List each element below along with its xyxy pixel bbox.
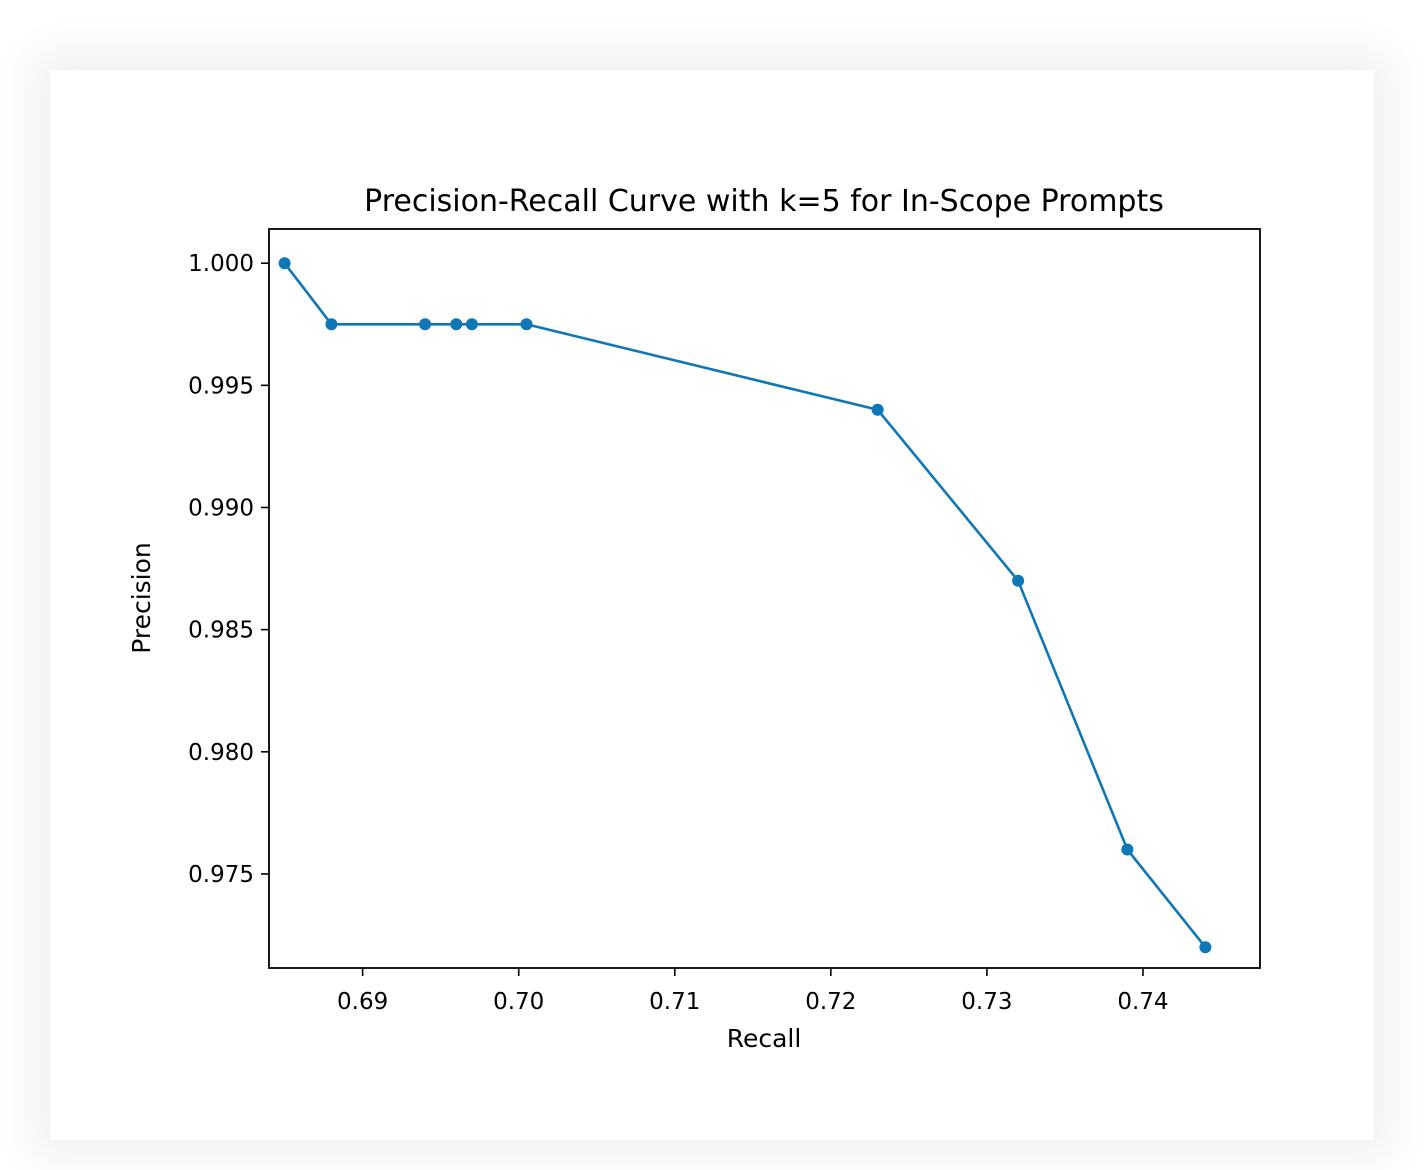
data-point-marker [1012,574,1025,587]
data-point-marker [419,318,432,331]
x-tick-label: 0.72 [805,989,856,1015]
x-tick-label: 0.74 [1117,989,1168,1015]
precision-recall-chart: Precision-Recall Curve with k=5 for In-S… [127,184,1261,1053]
figure-card: Precision-Recall Curve with k=5 for In-S… [50,70,1374,1140]
series-line [283,262,1207,949]
x-axis-label: Recall [727,1024,802,1053]
data-point-marker [450,318,463,331]
y-tick-label: 1.000 [188,251,254,277]
y-axis-ticks: 0.975 0.980 0.985 0.990 0.995 1.000 [188,251,269,888]
data-point-marker [1121,843,1134,856]
y-tick-label: 0.980 [188,740,254,766]
data-point-marker [1199,941,1212,954]
chart-title: Precision-Recall Curve with k=5 for In-S… [364,184,1164,219]
data-point-marker [465,318,478,331]
y-tick-label: 0.995 [188,373,254,399]
data-point-marker [325,318,338,331]
x-tick-label: 0.69 [337,989,388,1015]
y-tick-label: 0.985 [188,618,254,644]
x-tick-label: 0.70 [493,989,544,1015]
y-tick-label: 0.975 [188,862,254,888]
data-point-marker [520,318,533,331]
data-point-marker [278,257,291,270]
series-layer [278,257,1212,954]
x-tick-label: 0.73 [961,989,1012,1015]
x-tick-label: 0.71 [649,989,700,1015]
plot-area-frame [268,228,1261,969]
data-point-marker [871,403,884,416]
y-axis-label: Precision [127,542,156,654]
y-tick-label: 0.990 [188,495,254,521]
x-axis-ticks: 0.69 0.70 0.71 0.72 0.73 0.74 [337,968,1169,1015]
